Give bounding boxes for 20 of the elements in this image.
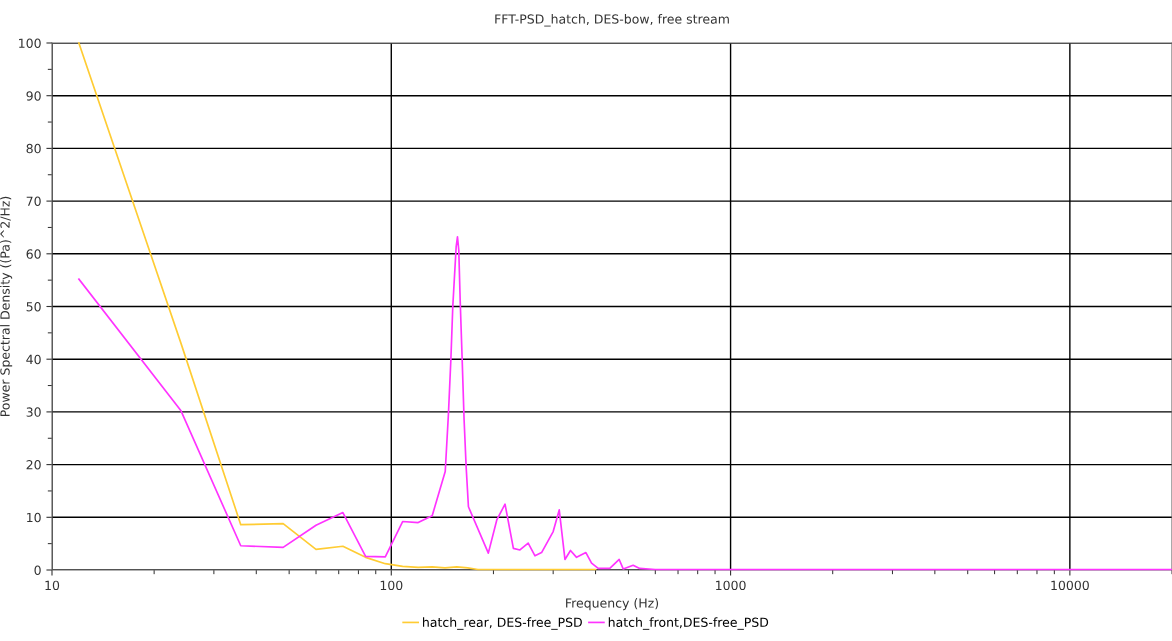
- y-tick-label: 0: [34, 565, 41, 575]
- y-tick-label: 30: [26, 407, 41, 417]
- x-tick-label: 100: [380, 580, 403, 591]
- y-tick-label: 10: [27, 512, 41, 523]
- x-tick-label: 10: [45, 580, 60, 591]
- y-tick-label: 50: [26, 301, 41, 312]
- y-axis-title: Power Spectral Density ((Pa)^2/Hz): [0, 196, 13, 417]
- y-tick-label: 100: [19, 38, 41, 48]
- chart-title: FFT-PSD_hatch, DES-bow, free stream: [495, 14, 729, 27]
- x-tick-label: 1000: [716, 580, 746, 591]
- y-tick-label: 40: [26, 354, 41, 365]
- y-tick-label: 70: [26, 196, 41, 207]
- legend-label: hatch_rear, DES-free_PSD: [423, 617, 582, 630]
- x-axis-title: Frequency (Hz): [566, 598, 659, 611]
- y-tick-label: 90: [26, 91, 41, 101]
- y-tick-label: 20: [26, 460, 41, 470]
- y-tick-label: 60: [26, 249, 41, 259]
- x-tick-label: 10000: [1051, 580, 1089, 591]
- legend-label: hatch_front,DES-free_PSD: [608, 617, 769, 630]
- y-tick-label: 80: [26, 143, 41, 154]
